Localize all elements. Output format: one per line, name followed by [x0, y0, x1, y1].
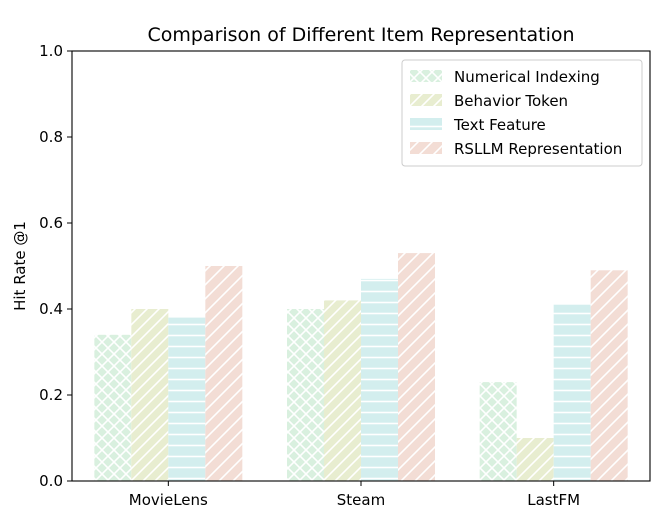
bar-movielens-behavior-token	[131, 309, 169, 481]
bars-group	[94, 253, 628, 481]
y-tick-label: 1.0	[39, 42, 63, 60]
x-tick-label: MovieLens	[129, 491, 208, 509]
bar-movielens-text-feature	[168, 317, 206, 481]
bar-lastfm-behavior-token	[516, 438, 554, 481]
bar-lastfm-numerical-indexing	[479, 382, 517, 481]
chart-title: Comparison of Different Item Representat…	[147, 24, 574, 46]
bar-movielens-numerical-indexing	[94, 334, 132, 481]
legend-entry: Behavior Token	[454, 92, 568, 110]
legend-entry: Text Feature	[453, 116, 546, 134]
y-tick-label: 0.2	[39, 386, 63, 404]
legend-swatch	[410, 118, 442, 130]
x-tick-label: LastFM	[527, 491, 580, 509]
bar-steam-behavior-token	[324, 300, 361, 481]
bar-movielens-rsllm-representation	[205, 266, 243, 481]
plot-frame	[71, 50, 651, 482]
x-tick-label: Steam	[337, 491, 385, 509]
y-axis-label: Hit Rate @1	[11, 221, 29, 311]
bar-steam-rsllm-representation	[398, 253, 435, 481]
y-tick-label: 0.6	[39, 214, 63, 232]
legend: Numerical Indexing Behavior Token Text Fea…	[401, 59, 643, 167]
legend-swatch	[410, 142, 442, 154]
bar-lastfm-rsllm-representation	[590, 270, 628, 481]
bar-steam-numerical-indexing	[287, 309, 324, 481]
bar-steam-text-feature	[361, 278, 398, 481]
legend-swatch	[410, 70, 442, 82]
bar-lastfm-text-feature	[553, 304, 591, 481]
legend-frame	[401, 59, 643, 167]
legend-entry: RSLLM Representation	[454, 140, 622, 158]
y-tick-label: 0.4	[39, 300, 63, 318]
legend-entry: Numerical Indexing	[454, 68, 600, 86]
y-tick-label: 0.0	[39, 472, 63, 490]
axes-group: MovieLens Steam LastFM 0.0 0.2 0.4 0.6 0.8 1.0	[39, 42, 651, 509]
y-tick-label: 0.8	[39, 128, 63, 146]
legend-swatch	[410, 94, 442, 106]
